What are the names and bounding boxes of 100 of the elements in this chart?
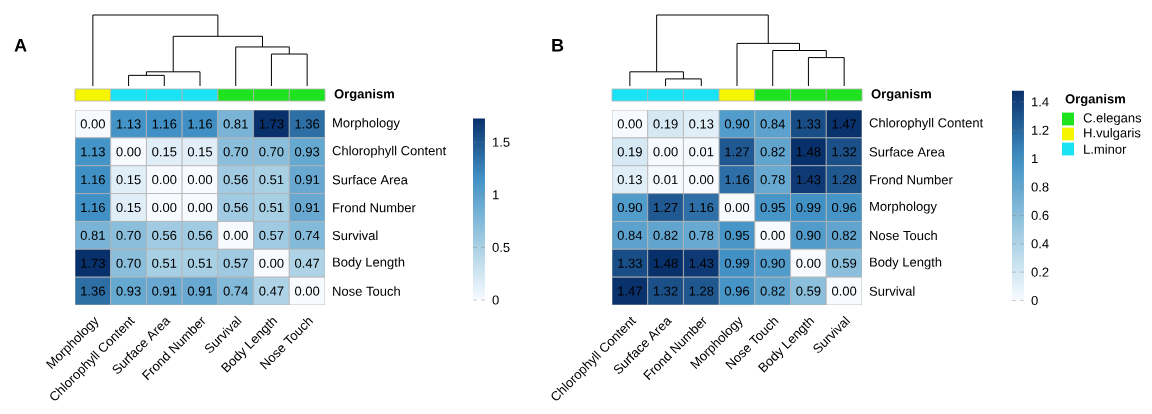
color-bar-label: 0.6	[1031, 210, 1049, 221]
color-bar-label: 0	[1031, 296, 1038, 306]
data-label: 0.56	[223, 203, 248, 213]
data-label: 1.48	[796, 147, 821, 157]
data-label: 0.82	[760, 147, 785, 157]
text: H.vulgaris	[1084, 128, 1141, 141]
data-label: 0.95	[760, 203, 785, 213]
y-tick-label: Frond Number	[333, 202, 416, 213]
data-label: 0.70	[116, 230, 141, 241]
data-label: 0.91	[187, 286, 212, 296]
color-bar-label: 0.2	[1031, 267, 1049, 277]
data-label: 0.13	[617, 175, 642, 185]
data-label: 0.00	[617, 119, 642, 129]
data-label: 0.15	[152, 147, 177, 157]
data-label: 0.84	[760, 119, 785, 129]
data-label: 0.96	[724, 286, 750, 296]
text: Organism	[871, 89, 931, 102]
y-tick-label: Morphology	[870, 201, 937, 214]
data-label: 1.48	[653, 258, 678, 268]
data-label: 1.73	[259, 119, 284, 129]
data-label: 0.91	[152, 286, 177, 296]
color-bar-label: 1	[1032, 154, 1038, 164]
data-label: 0.57	[223, 258, 248, 268]
data-label: 0.95	[724, 230, 750, 241]
y-tick-label: Body Length	[870, 257, 942, 270]
data-label: 0.81	[80, 230, 105, 241]
data-label: 0.19	[653, 119, 678, 129]
data-label: 1.16	[725, 175, 750, 185]
y-tick-label: Nose Touch	[870, 230, 937, 241]
data-label: 0.47	[259, 286, 284, 296]
data-label: 0.59	[796, 286, 821, 296]
data-label: 0.90	[724, 119, 750, 129]
data-label: 0.00	[152, 175, 177, 185]
data-label: 0.82	[653, 230, 678, 241]
y-tick-label: Nose Touch	[333, 286, 400, 296]
y-tick-label: Frond Number	[870, 175, 953, 185]
data-label: 1.33	[796, 119, 821, 129]
data-label: 0.74	[294, 230, 320, 241]
data-label: 0.00	[223, 230, 248, 241]
data-label: 1.47	[832, 119, 857, 129]
y-tick-label: Morphology	[333, 118, 400, 131]
data-label: 0.78	[689, 230, 714, 241]
data-label: 0.13	[689, 119, 714, 129]
color-bar-label: 1.4	[1032, 97, 1049, 107]
data-label: 0.90	[796, 230, 821, 241]
color-bar-label: 1.2	[1032, 125, 1049, 135]
data-label: 1.27	[653, 203, 678, 213]
data-label: 0.47	[294, 258, 320, 268]
data-label: 0.99	[796, 203, 821, 213]
text: C.elegans	[1083, 113, 1142, 126]
data-label: 0.00	[116, 147, 141, 157]
data-label: 1.43	[689, 258, 714, 268]
y-tick-label: Survival	[869, 286, 915, 296]
data-label: 0.00	[152, 203, 177, 213]
data-label: 0.82	[831, 230, 857, 241]
data-label: 1.16	[689, 203, 714, 213]
data-label: 0.00	[294, 286, 320, 296]
y-tick-label: Survival	[332, 230, 378, 241]
data-label: 0.70	[116, 258, 141, 268]
y-tick-label: Chlorophyll Content	[869, 118, 984, 131]
data-label: 0.57	[259, 230, 284, 241]
chart-title: A	[14, 39, 27, 52]
data-label: 1.16	[81, 203, 105, 213]
y-tick-label: Surface Area	[869, 147, 945, 157]
data-label: 0.01	[689, 147, 714, 157]
data-label: 0.00	[80, 119, 105, 129]
color-bar-label: 0.5	[492, 242, 510, 253]
data-label: 1.32	[653, 286, 678, 296]
data-label: 0.00	[831, 286, 857, 296]
data-label: 0.00	[259, 258, 284, 268]
data-label: 1.33	[618, 258, 642, 268]
data-label: 1.36	[295, 119, 320, 129]
data-label: 1.16	[152, 119, 177, 129]
color-bar-label: 0.8	[1031, 182, 1049, 192]
data-label: 0.51	[259, 203, 284, 213]
data-label: 1.47	[618, 286, 642, 296]
data-label: 1.16	[188, 119, 213, 129]
data-label: 1.32	[832, 147, 857, 157]
data-label: 0.91	[294, 175, 320, 185]
data-label: 0.82	[760, 286, 785, 296]
data-label: 0.00	[689, 175, 714, 185]
data-label: 1.13	[81, 147, 105, 157]
data-label: 1.43	[796, 175, 821, 185]
data-label: 0.84	[617, 230, 643, 241]
data-label: 1.28	[689, 286, 714, 296]
data-label: 0.56	[187, 230, 213, 241]
data-label: 0.96	[831, 203, 857, 213]
color-bar-label: 0	[492, 295, 499, 305]
data-label: 0.74	[223, 286, 248, 296]
data-label: 0.70	[223, 147, 248, 157]
data-label: 0.99	[724, 258, 750, 268]
data-label: 0.15	[116, 203, 141, 213]
data-label: 0.51	[187, 258, 212, 268]
data-label: 1.16	[81, 175, 105, 185]
data-label: 1.28	[832, 175, 857, 185]
data-label: 0.91	[294, 203, 320, 213]
color-bar-label: 0.4	[1031, 239, 1049, 249]
data-label: 1.13	[116, 119, 141, 129]
data-label: 0.00	[187, 175, 213, 185]
data-label: 0.00	[796, 258, 821, 268]
